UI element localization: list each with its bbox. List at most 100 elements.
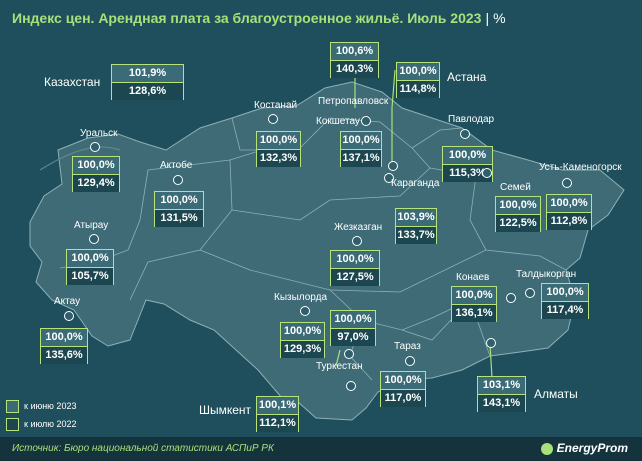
source-text: Источник: Бюро национальной статистики А… bbox=[12, 443, 274, 454]
value-july: 129,4% bbox=[73, 175, 119, 192]
city-dot-taldykorgan bbox=[525, 288, 535, 298]
value-june: 100,0% bbox=[341, 132, 381, 150]
box-turkestan: 100,0% 97,0% bbox=[330, 310, 376, 346]
value-june: 103,9% bbox=[396, 209, 436, 227]
box-aktobe: 100,0% 131,5% bbox=[154, 191, 204, 227]
label-almaty: Алматы bbox=[534, 387, 578, 401]
value-june: 100,6% bbox=[331, 43, 378, 61]
label-zhezkazgan: Жезказган bbox=[334, 222, 383, 233]
value-june: 100,0% bbox=[542, 284, 588, 302]
value-june: 100,1% bbox=[257, 397, 298, 415]
label-petropavlovsk: Петропавловск bbox=[318, 96, 389, 107]
label-ust-kamenogorsk: Усть-Каменогорск bbox=[539, 162, 622, 173]
box-petropavlovsk: 100,6% 140,3% bbox=[330, 42, 379, 78]
value-july: 114,8% bbox=[397, 81, 439, 98]
city-dot-pavlodar bbox=[460, 129, 470, 139]
legend: к июню 2023 к июлю 2022 bbox=[6, 397, 77, 433]
value-july: 143,1% bbox=[478, 395, 525, 412]
value-july: 105,7% bbox=[67, 268, 113, 285]
value-july: 127,5% bbox=[331, 269, 379, 286]
label-kazakhstan: Казахстан bbox=[44, 75, 101, 89]
value-july: 133,7% bbox=[396, 227, 436, 244]
value-july: 128,6% bbox=[112, 83, 183, 100]
label-konaev: Конаев bbox=[456, 272, 490, 283]
legend-swatch-june bbox=[6, 399, 19, 413]
label-taraz: Тараз bbox=[394, 341, 421, 352]
value-june: 100,0% bbox=[281, 323, 324, 341]
value-june: 100,0% bbox=[257, 132, 300, 150]
value-july: 140,3% bbox=[331, 61, 378, 78]
value-june: 100,0% bbox=[397, 63, 439, 81]
city-dot-kokshetau bbox=[361, 116, 371, 126]
value-june: 100,0% bbox=[496, 197, 540, 215]
box-aktau: 100,0% 135,6% bbox=[40, 328, 88, 364]
page-title: Индекс цен. Арендная плата за благоустро… bbox=[12, 10, 506, 26]
value-july: 132,3% bbox=[257, 150, 300, 167]
legend-item-june: к июню 2023 bbox=[6, 397, 77, 415]
label-aktau: Актау bbox=[54, 296, 81, 307]
value-july: 135,6% bbox=[41, 347, 87, 364]
box-konaev: 100,0% 136,1% bbox=[451, 286, 497, 322]
value-june: 103,1% bbox=[478, 377, 525, 395]
city-dot-aktau bbox=[64, 311, 74, 321]
value-july: 115,3% bbox=[443, 165, 492, 182]
box-astana: 100,0% 114,8% bbox=[396, 62, 440, 98]
border-north-2 bbox=[299, 117, 431, 169]
value-june: 100,0% bbox=[331, 251, 379, 269]
label-aktobe: Актобе bbox=[160, 160, 193, 171]
value-july: 117,0% bbox=[381, 390, 425, 407]
title-separator: | bbox=[485, 10, 490, 26]
label-kostanay: Костанай bbox=[254, 100, 298, 111]
city-dot-taraz bbox=[405, 356, 415, 366]
box-kokshetau: 100,0% 137,1% bbox=[340, 131, 382, 167]
city-dot-kyzylorda bbox=[300, 306, 310, 316]
city-dot-zhezkazgan bbox=[352, 236, 362, 246]
city-dot-konaev bbox=[506, 293, 516, 303]
city-dot-atyrau bbox=[89, 234, 99, 244]
label-karaganda: Караганда bbox=[391, 178, 440, 189]
city-dot-uralsk bbox=[90, 142, 100, 152]
box-semey: 100,0% 122,5% bbox=[495, 196, 541, 232]
border-kostanay bbox=[231, 117, 262, 151]
box-shymkent: 100,1% 112,1% bbox=[256, 396, 299, 432]
border-karaganda bbox=[231, 167, 431, 221]
brand-logo: EnergyProm bbox=[540, 441, 628, 455]
box-taraz: 100,0% 117,0% bbox=[380, 371, 426, 407]
city-dot-astana bbox=[388, 161, 398, 171]
value-june: 100,0% bbox=[73, 157, 119, 175]
value-june: 100,0% bbox=[155, 192, 203, 210]
value-june: 100,0% bbox=[331, 311, 375, 329]
value-june: 100,0% bbox=[41, 329, 87, 347]
box-almaty: 103,1% 143,1% bbox=[477, 376, 526, 412]
box-pavlodar: 100,0% 115,3% bbox=[442, 146, 493, 182]
value-july: 137,1% bbox=[341, 150, 381, 167]
value-july: 112,8% bbox=[547, 213, 591, 230]
box-ust-kamenogorsk: 100,0% 112,8% bbox=[546, 194, 592, 230]
value-june: 100,0% bbox=[67, 250, 113, 268]
label-semey: Семей bbox=[500, 182, 531, 193]
label-uralsk: Уральск bbox=[80, 128, 118, 139]
almaty-leader bbox=[489, 343, 493, 379]
title-text: Индекс цен. Арендная плата за благоустро… bbox=[12, 10, 482, 26]
city-dot-ust-kamenogorsk bbox=[562, 178, 572, 188]
city-dot-semey bbox=[482, 168, 492, 178]
box-zhezkazgan: 100,0% 127,5% bbox=[330, 250, 380, 286]
brand-name: EnergyProm bbox=[556, 441, 628, 455]
value-june: 100,0% bbox=[452, 287, 496, 305]
value-july: 129,3% bbox=[281, 341, 324, 358]
value-july: 136,1% bbox=[452, 305, 496, 322]
river-line bbox=[39, 146, 121, 171]
box-taldykorgan: 100,0% 117,4% bbox=[541, 283, 589, 319]
box-kostanay: 100,0% 132,3% bbox=[256, 131, 301, 167]
city-dot-karaganda bbox=[384, 173, 394, 183]
legend-label-june: к июню 2023 bbox=[24, 401, 77, 411]
footer: Источник: Бюро национальной статистики А… bbox=[0, 437, 642, 461]
legend-swatch-july bbox=[6, 417, 19, 431]
label-turkestan: Туркестан bbox=[316, 361, 363, 372]
label-shymkent: Шымкент bbox=[199, 403, 252, 417]
legend-label-july: к июлю 2022 bbox=[24, 419, 77, 429]
box-karaganda: 103,9% 133,7% bbox=[395, 208, 437, 244]
turkestan-leader bbox=[335, 349, 341, 367]
box-kyzylorda: 100,0% 129,3% bbox=[280, 322, 325, 358]
